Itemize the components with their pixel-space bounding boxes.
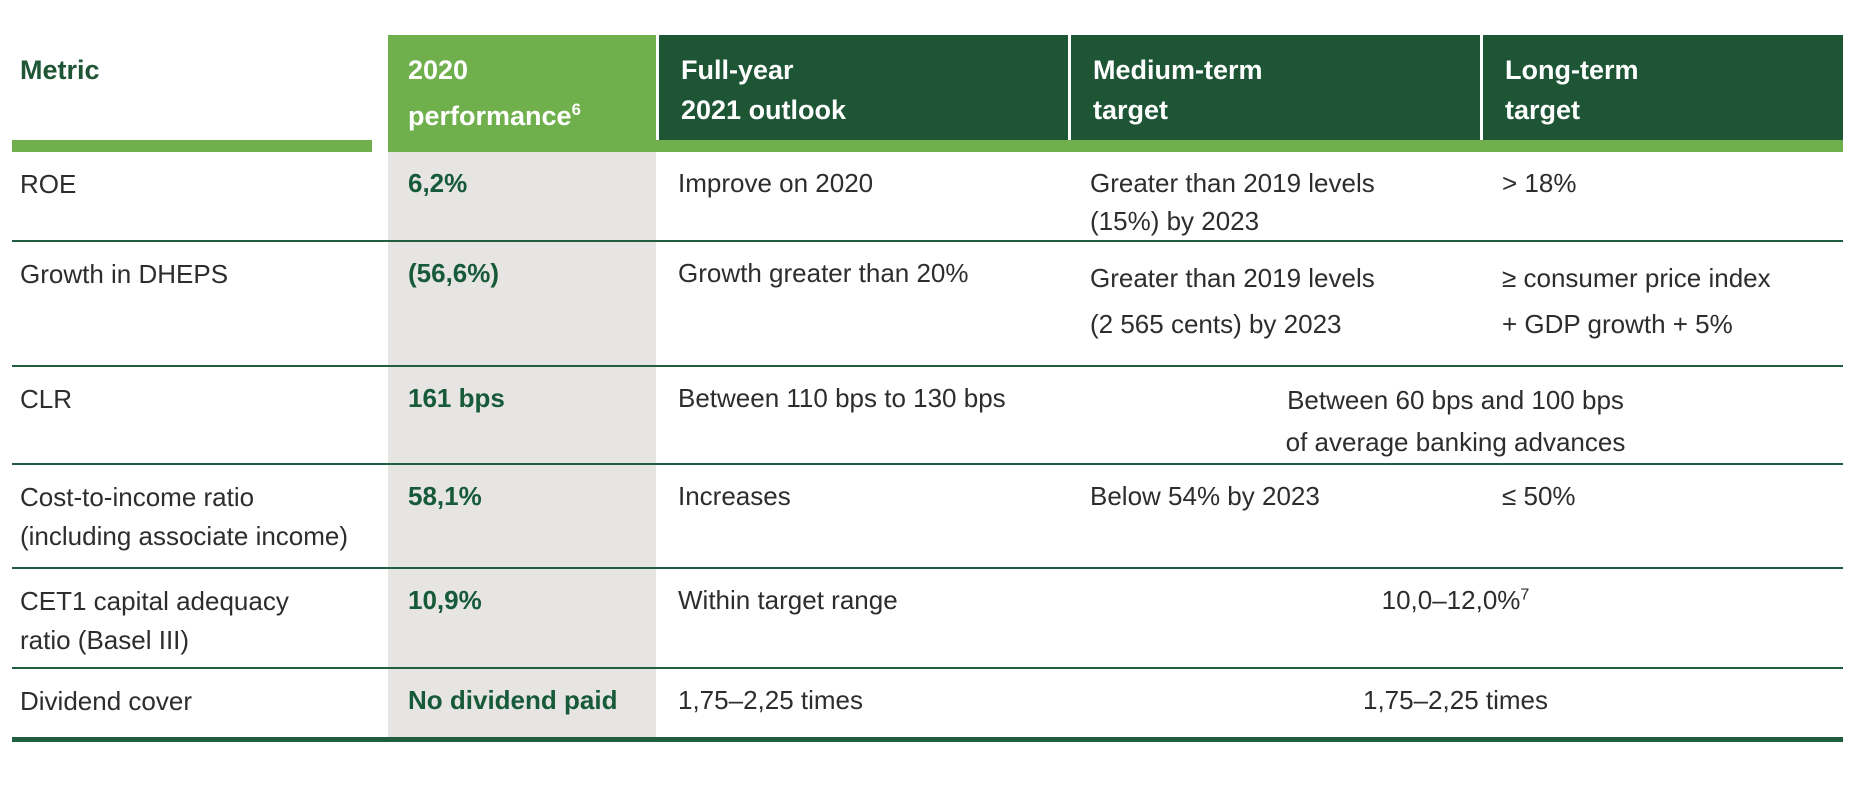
table-row-cost-to-income-ratio: Cost-to-income ratio (including associat… <box>12 463 1843 567</box>
performance-cell: 10,9% <box>388 569 656 667</box>
header-underline-gap <box>372 140 388 152</box>
metric-cell: CET1 capital adequacy ratio (Basel III) <box>20 586 289 655</box>
table-row-clr: CLR 161 bps Between 110 bps to 130 bps B… <box>12 365 1843 464</box>
performance-cell: (56,6%) <box>388 242 656 365</box>
metric-cell: CLR <box>20 384 73 414</box>
medium-term-cell: Greater than 2019 levels (2 565 cents) b… <box>1090 263 1375 340</box>
medium-term-cell: Below 54% by 2023 <box>1090 481 1320 511</box>
long-term-cell: > 18% <box>1502 168 1577 198</box>
table-row-dividend-cover: Dividend cover No dividend paid 1,75–2,2… <box>12 667 1843 737</box>
metric-cell: Dividend cover <box>20 686 192 716</box>
header-underline-band <box>12 140 1843 152</box>
metric-cell: Growth in DHEPS <box>20 259 229 289</box>
performance-cell: 6,2% <box>388 152 656 241</box>
outlook-cell: 1,75–2,25 times <box>678 685 864 715</box>
footnote-marker-6: 6 <box>571 100 581 119</box>
column-header-long-term-target: Long-term target <box>1480 35 1843 140</box>
outlook-cell: Within target range <box>678 585 898 615</box>
merged-target-cell: 10,0–12,0%7 <box>1381 585 1530 615</box>
outlook-cell: Growth greater than 20% <box>678 258 969 288</box>
column-header-performance-line1: 2020 <box>408 55 469 85</box>
header-underline-left-segment <box>12 140 372 152</box>
outlook-cell: Improve on 2020 <box>678 168 874 198</box>
performance-cell: 161 bps <box>388 367 656 464</box>
metric-cell: Cost-to-income ratio (including associat… <box>20 482 349 551</box>
table-header-row: Metric 2020 performance6 Full-year 2021 … <box>12 35 1843 140</box>
table-row-growth-in-dheps: Growth in DHEPS (56,6%) Growth greater t… <box>12 240 1843 365</box>
table-row-cet1-capital-adequacy-ratio: CET1 capital adequacy ratio (Basel III) … <box>12 567 1843 667</box>
outlook-cell: Increases <box>678 481 791 511</box>
performance-cell: No dividend paid <box>388 669 656 737</box>
column-header-2020-performance: 2020 performance6 <box>388 35 656 140</box>
column-header-metric: Metric <box>12 35 388 140</box>
column-header-metric-label: Metric <box>20 55 100 85</box>
column-header-medium-term-target: Medium-term target <box>1068 35 1480 140</box>
header-underline-right-segment <box>388 140 1843 152</box>
metric-cell: ROE <box>20 169 77 199</box>
column-header-performance-line2: performance6 <box>408 100 581 131</box>
merged-target-cell: Between 60 bps and 100 bps of average ba… <box>1285 385 1626 457</box>
performance-metrics-table: Metric 2020 performance6 Full-year 2021 … <box>12 35 1843 742</box>
outlook-cell: Between 110 bps to 130 bps <box>678 383 1006 413</box>
footnote-marker-7: 7 <box>1520 585 1530 604</box>
merged-target-cell: 1,75–2,25 times <box>1362 685 1548 715</box>
medium-term-cell: Greater than 2019 levels (15%) by 2023 <box>1090 168 1375 236</box>
long-term-cell: ≤ 50% <box>1502 481 1576 511</box>
long-term-cell: ≥ consumer price index + GDP growth + 5% <box>1502 263 1771 340</box>
table-row-roe: ROE 6,2% Improve on 2020 Greater than 20… <box>12 152 1843 241</box>
performance-cell: 58,1% <box>388 465 656 567</box>
column-header-full-year-2021-outlook: Full-year 2021 outlook <box>656 35 1068 140</box>
